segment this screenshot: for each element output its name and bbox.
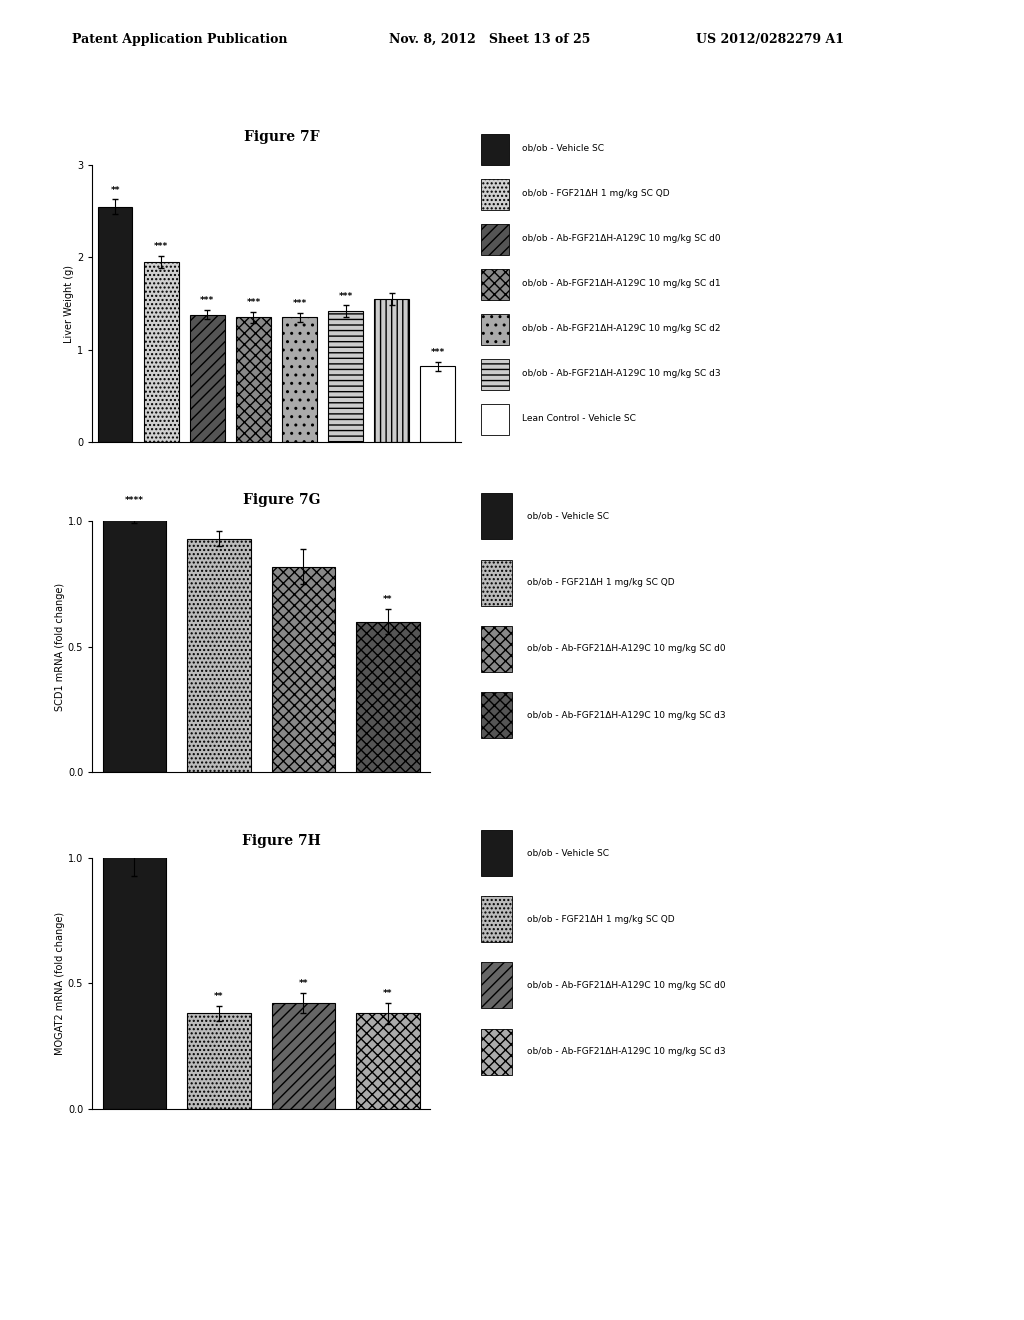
Text: ***: *** [155, 242, 168, 251]
Bar [187, 539, 251, 772]
Text: ob/ob - Vehicle SC: ob/ob - Vehicle SC [527, 512, 609, 521]
Y-axis label: MOGAT2 mRNA (fold change): MOGAT2 mRNA (fold change) [55, 912, 65, 1055]
Text: ob/ob - Ab-FGF21ΔH-A129C 10 mg/kg SC d2: ob/ob - Ab-FGF21ΔH-A129C 10 mg/kg SC d2 [522, 323, 721, 333]
Text: ob/ob - Ab-FGF21ΔH-A129C 10 mg/kg SC d1: ob/ob - Ab-FGF21ΔH-A129C 10 mg/kg SC d1 [522, 279, 721, 288]
Bar [421, 367, 455, 442]
Text: ob/ob - Ab-FGF21ΔH-A129C 10 mg/kg SC d0: ob/ob - Ab-FGF21ΔH-A129C 10 mg/kg SC d0 [527, 644, 726, 653]
Bar [481, 1028, 512, 1074]
Text: **: ** [383, 990, 392, 998]
Text: ***: *** [339, 292, 352, 301]
Text: Nov. 8, 2012   Sheet 13 of 25: Nov. 8, 2012 Sheet 13 of 25 [389, 33, 591, 46]
Bar [102, 846, 166, 1109]
Bar [98, 206, 132, 442]
Text: ob/ob - Ab-FGF21ΔH-A129C 10 mg/kg SC d3: ob/ob - Ab-FGF21ΔH-A129C 10 mg/kg SC d3 [527, 1047, 726, 1056]
Text: Patent Application Publication: Patent Application Publication [72, 33, 287, 46]
Bar [329, 312, 362, 442]
Bar [102, 516, 166, 772]
Text: **: ** [299, 979, 308, 989]
Text: **: ** [214, 991, 223, 1001]
Bar [375, 300, 409, 442]
Bar [481, 962, 512, 1008]
Bar [237, 317, 270, 442]
Text: ***: *** [293, 300, 306, 308]
Text: US 2012/0282279 A1: US 2012/0282279 A1 [696, 33, 845, 46]
Text: ob/ob - Ab-FGF21ΔH-A129C 10 mg/kg SC d3: ob/ob - Ab-FGF21ΔH-A129C 10 mg/kg SC d3 [527, 710, 726, 719]
Bar [271, 1003, 335, 1109]
Text: ob/ob - FGF21ΔH 1 mg/kg SC QD: ob/ob - FGF21ΔH 1 mg/kg SC QD [527, 578, 675, 587]
Y-axis label: Liver Weight (g): Liver Weight (g) [65, 264, 74, 343]
Bar [190, 314, 224, 442]
Bar [481, 404, 510, 436]
Text: Figure 7F: Figure 7F [244, 131, 319, 144]
Bar [481, 224, 510, 255]
Bar [481, 314, 510, 346]
Bar [481, 180, 510, 210]
Bar [481, 692, 512, 738]
Text: ***: *** [201, 297, 214, 305]
Text: ****: **** [125, 496, 144, 506]
Y-axis label: SCD1 mRNA (fold change): SCD1 mRNA (fold change) [55, 582, 65, 711]
Text: **: ** [383, 595, 392, 605]
Bar [283, 317, 316, 442]
Text: ob/ob - FGF21ΔH 1 mg/kg SC QD: ob/ob - FGF21ΔH 1 mg/kg SC QD [527, 915, 675, 924]
Bar [481, 830, 512, 876]
Text: Figure 7G: Figure 7G [243, 494, 321, 507]
Bar [187, 1014, 251, 1109]
Bar [271, 566, 335, 772]
Text: ob/ob - Vehicle SC: ob/ob - Vehicle SC [527, 849, 609, 858]
Text: ob/ob - Ab-FGF21ΔH-A129C 10 mg/kg SC d3: ob/ob - Ab-FGF21ΔH-A129C 10 mg/kg SC d3 [522, 368, 721, 378]
Text: **: ** [111, 186, 120, 194]
Bar [481, 626, 512, 672]
Bar [481, 135, 510, 165]
Text: ***: *** [431, 348, 444, 358]
Text: ob/ob - Vehicle SC: ob/ob - Vehicle SC [522, 144, 604, 153]
Text: Figure 7H: Figure 7H [243, 834, 321, 847]
Text: ob/ob - Ab-FGF21ΔH-A129C 10 mg/kg SC d0: ob/ob - Ab-FGF21ΔH-A129C 10 mg/kg SC d0 [522, 234, 721, 243]
Bar [144, 261, 178, 442]
Bar [356, 1014, 420, 1109]
Text: Lean Control - Vehicle SC: Lean Control - Vehicle SC [522, 413, 636, 422]
Bar [481, 896, 512, 942]
Text: ob/ob - FGF21ΔH 1 mg/kg SC QD: ob/ob - FGF21ΔH 1 mg/kg SC QD [522, 189, 670, 198]
Bar [481, 269, 510, 300]
Bar [356, 622, 420, 772]
Bar [481, 560, 512, 606]
Bar [481, 359, 510, 391]
Bar [481, 494, 512, 540]
Text: ob/ob - Ab-FGF21ΔH-A129C 10 mg/kg SC d0: ob/ob - Ab-FGF21ΔH-A129C 10 mg/kg SC d0 [527, 981, 726, 990]
Text: ***: *** [247, 298, 260, 308]
